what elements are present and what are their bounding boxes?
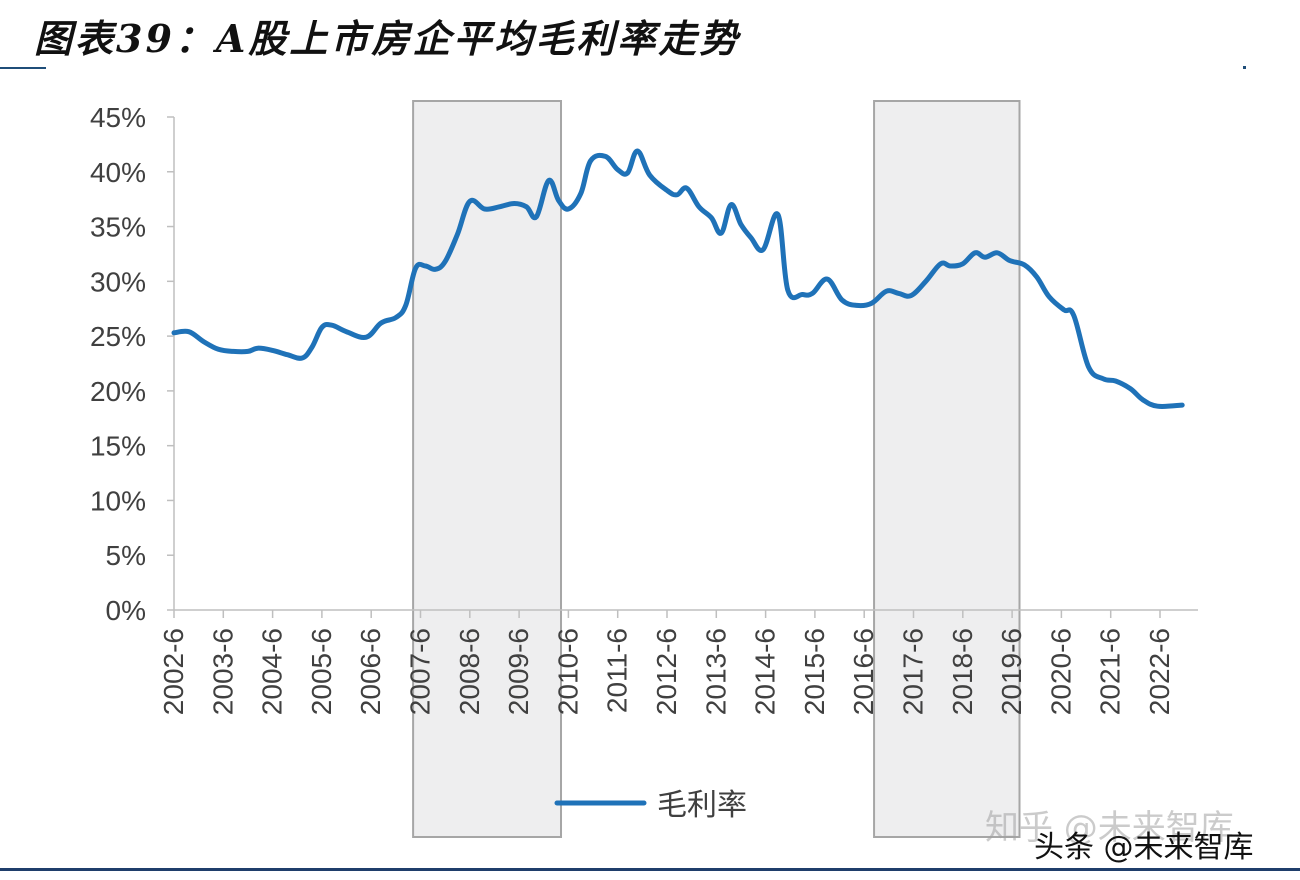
x-tick-label: 2013-6 — [700, 628, 731, 715]
x-tick-label: 2016-6 — [848, 628, 879, 715]
x-axis-tick-labels: 2002-6 2003-6 2004-6 2005-6 2006-6 2007-6 2008… — [158, 628, 1175, 715]
x-tick-label: 2012-6 — [651, 628, 682, 715]
x-tick-label: 2017-6 — [898, 628, 929, 715]
x-tick-label: 2003-6 — [207, 628, 238, 715]
y-tick-label: 30% — [90, 266, 146, 297]
y-tick-label: 35% — [90, 212, 146, 243]
x-tick-label: 2022-6 — [1144, 628, 1175, 715]
y-tick-label: 20% — [90, 376, 146, 407]
y-tick-label: 25% — [90, 321, 146, 352]
chart-title: 图表39：A股上市房企平均毛利率走势 — [34, 16, 741, 61]
x-tick-label: 2005-6 — [306, 628, 337, 715]
shaded-period-2 — [873, 100, 1021, 838]
x-tick-label: 2019-6 — [996, 628, 1027, 715]
x-tick-label: 2021-6 — [1095, 628, 1126, 715]
x-tick-label: 2002-6 — [158, 628, 189, 715]
y-tick-label: 45% — [90, 102, 146, 133]
legend: 毛利率 — [554, 788, 747, 823]
title-underline — [0, 67, 46, 69]
x-tick-label: 2004-6 — [257, 628, 288, 715]
series-layer — [171, 148, 1185, 409]
shaded-periods — [412, 100, 1021, 838]
x-tick-label: 2006-6 — [355, 628, 386, 715]
y-tick-label: 40% — [90, 157, 146, 188]
x-tick-label: 2010-6 — [552, 628, 583, 715]
y-tick-label: 10% — [90, 485, 146, 516]
x-tick-label: 2011-6 — [602, 628, 633, 713]
series-line-毛利率 — [171, 148, 1185, 409]
x-tick-label: 2018-6 — [947, 628, 978, 715]
x-tick-label: 2007-6 — [405, 628, 436, 715]
y-tick-label: 5% — [106, 540, 146, 571]
x-tick-label: 2020-6 — [1045, 628, 1076, 715]
zhihu-watermark: 知乎 @未来智库 — [985, 808, 1234, 848]
x-tick-label: 2009-6 — [503, 628, 534, 715]
y-tick-label: 0% — [106, 595, 146, 626]
y-axis-tick-labels: 0% 5% 10% 15% 20% 25% 30% 35% 40% 45% — [90, 102, 146, 626]
x-tick-label: 2008-6 — [454, 628, 485, 715]
chart-axes — [167, 116, 1198, 618]
y-tick-label: 15% — [90, 431, 146, 462]
title-underline-dot — [1243, 66, 1246, 69]
x-tick-label: 2014-6 — [750, 628, 781, 715]
x-tick-label: 2015-6 — [799, 628, 830, 715]
toutiao-watermark: 头条 @未来智库 — [1034, 830, 1254, 865]
legend-label: 毛利率 — [657, 788, 747, 823]
shaded-period-1 — [412, 100, 563, 838]
bottom-rule — [0, 868, 1300, 871]
